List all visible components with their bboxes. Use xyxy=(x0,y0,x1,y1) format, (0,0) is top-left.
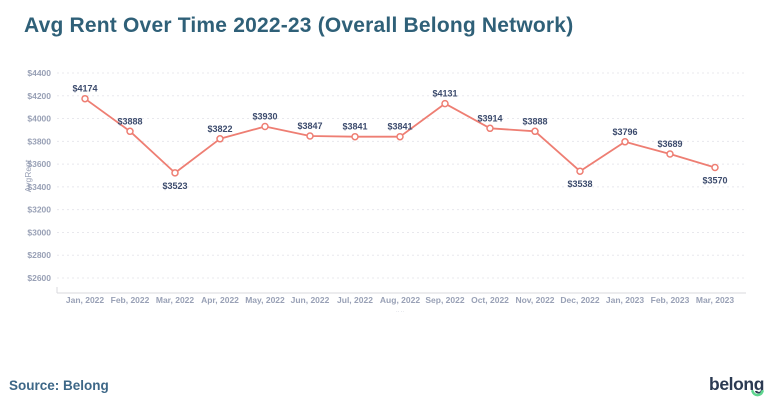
line-chart-canvas[interactable]: $2600 $2800 $3000 $3200 $3400 $3600 $3800 $4000… xyxy=(0,50,768,350)
data-point-marker[interactable] xyxy=(81,94,89,103)
y-tick-label: $4000 xyxy=(27,114,51,124)
data-point-marker[interactable] xyxy=(261,122,269,131)
x-tick-label: Jan, 2022 xyxy=(66,295,105,305)
data-label: $4131 xyxy=(432,89,457,99)
x-tick-label: Oct, 2022 xyxy=(471,295,509,305)
data-label: $3538 xyxy=(567,179,592,189)
data-label: $3930 xyxy=(252,112,277,122)
data-point-marker[interactable] xyxy=(351,132,359,141)
data-label: $3796 xyxy=(612,127,637,137)
data-label: $3888 xyxy=(522,116,547,126)
data-label: $3841 xyxy=(342,122,367,132)
x-tick-label: Nov, 2022 xyxy=(515,295,554,305)
y-tick-label: $3800 xyxy=(27,136,51,146)
data-point-marker[interactable] xyxy=(621,138,629,146)
data-point-marker[interactable] xyxy=(666,150,674,158)
x-tick-label: Feb, 2022 xyxy=(111,295,150,305)
data-label: $3689 xyxy=(657,139,682,149)
source-note: Source: Belong xyxy=(9,378,109,393)
x-tick-label: Mar, 2022 xyxy=(156,295,195,305)
x-tick-label: Feb, 2023 xyxy=(651,295,690,305)
avg-rent-chart: $2600 $2800 $3000 $3200 $3400 $3600 $3800 $4000… xyxy=(0,50,768,350)
y-axis-title: AvgRent xyxy=(23,159,33,192)
y-tick-label: $4400 xyxy=(27,68,51,78)
y-tick-label: $3000 xyxy=(27,227,51,237)
data-label: $3570 xyxy=(702,176,727,186)
data-point-marker[interactable] xyxy=(576,167,584,175)
y-tick-label: $4200 xyxy=(27,91,51,101)
data-point-marker[interactable] xyxy=(711,163,719,172)
data-label: $3523 xyxy=(162,181,187,191)
data-point-marker[interactable] xyxy=(216,135,224,143)
x-tick-label: Dec, 2022 xyxy=(560,295,599,305)
y-tick-label: $3200 xyxy=(27,205,51,215)
data-point-marker[interactable] xyxy=(396,132,404,141)
x-tick-label: Mar, 2023 xyxy=(696,295,735,305)
x-tick-label: Aug, 2022 xyxy=(380,295,420,305)
data-label: $3822 xyxy=(207,124,232,134)
data-label: $3914 xyxy=(477,113,502,123)
belong-logo: belong xyxy=(709,374,764,397)
y-tick-label: $3600 xyxy=(27,159,51,169)
y-tick-label: $2600 xyxy=(27,273,51,283)
y-tick-label: $3400 xyxy=(27,182,51,192)
data-point-marker[interactable] xyxy=(126,127,134,136)
x-tick-label: Sep, 2022 xyxy=(425,295,464,305)
data-label: $3841 xyxy=(387,122,412,132)
x-tick-label: May, 2022 xyxy=(245,295,285,305)
data-label: $4174 xyxy=(72,84,97,94)
logo-smile-icon xyxy=(751,390,764,397)
x-tick-label: Jul, 2022 xyxy=(337,295,373,305)
y-tick-label: $2800 xyxy=(27,250,51,260)
x-tick-label: Apr, 2022 xyxy=(201,295,239,305)
x-axis-note: ·· ·· xyxy=(396,309,404,315)
page-title: Avg Rent Over Time 2022-23 (Overall Belo… xyxy=(24,14,574,37)
data-point-marker[interactable] xyxy=(531,127,539,136)
data-label: $3888 xyxy=(117,116,142,126)
data-point-marker[interactable] xyxy=(486,124,494,133)
data-point-marker[interactable] xyxy=(306,132,314,140)
data-label: $3847 xyxy=(297,121,322,131)
x-tick-label: Jun, 2022 xyxy=(291,295,330,305)
belong-logo-text: belong xyxy=(709,374,764,394)
x-tick-label: Jan, 2023 xyxy=(606,295,645,305)
data-point-marker[interactable] xyxy=(171,169,179,177)
data-point-marker[interactable] xyxy=(441,99,449,108)
